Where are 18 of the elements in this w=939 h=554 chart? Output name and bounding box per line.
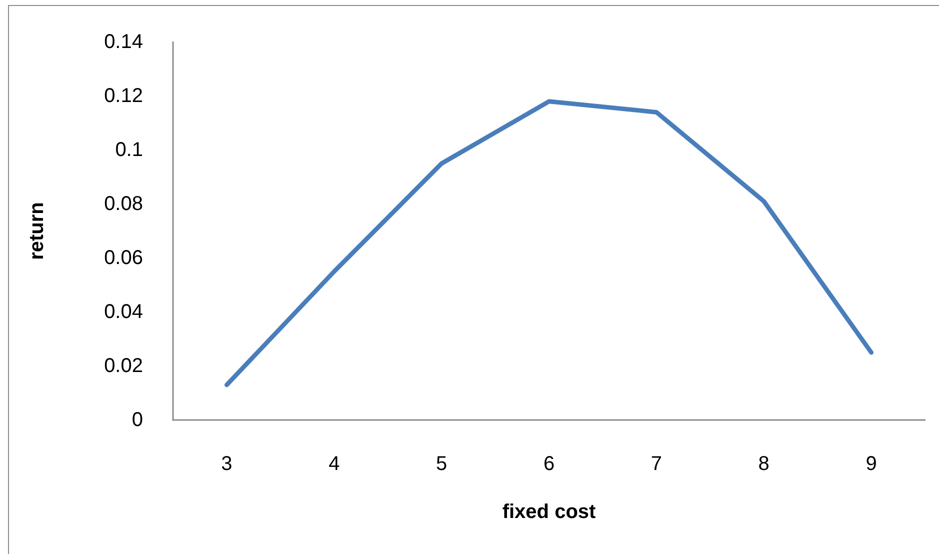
- y-tick-label: 0.14: [104, 31, 143, 53]
- x-tick-label: 8: [758, 453, 770, 475]
- x-tick-label: 7: [650, 453, 662, 475]
- y-tick-label: 0.1: [115, 139, 143, 161]
- line-series: [224, 99, 874, 388]
- y-tick-label: 0.04: [104, 301, 143, 323]
- y-tick-label: 0.08: [104, 193, 143, 215]
- y-tick-label: 0.02: [104, 355, 143, 377]
- x-tick-label: 9: [866, 453, 877, 475]
- x-tick-label: 6: [543, 453, 555, 475]
- x-tick-label: 4: [328, 453, 340, 475]
- x-axis-title: fixed cost: [502, 501, 596, 523]
- y-tick-label: 0.12: [104, 85, 143, 107]
- y-tick-label: 0.06: [104, 247, 143, 269]
- x-tick-label: 3: [221, 453, 232, 475]
- y-axis-title: return: [26, 202, 48, 260]
- y-tick-label: 0: [132, 409, 143, 431]
- x-tick-label: 5: [436, 453, 448, 475]
